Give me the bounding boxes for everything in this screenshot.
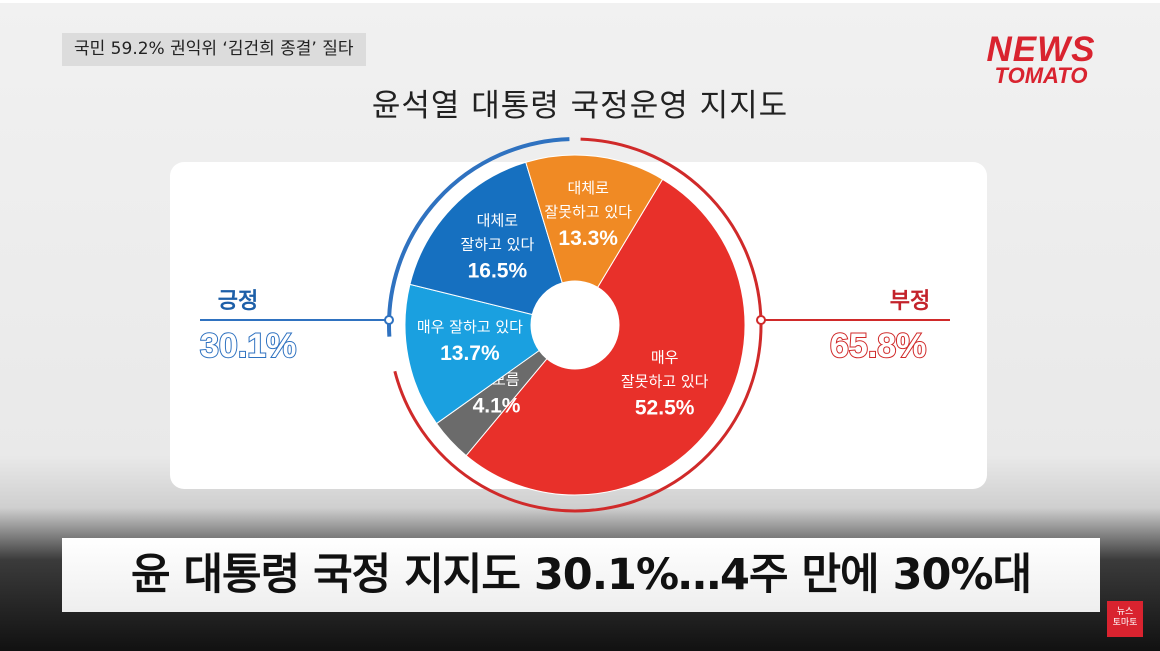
positive-value: 30.1% [199,326,297,366]
slice-value-text: 13.3% [558,227,618,250]
slice-label-text: 잘하고 있다 [460,235,534,253]
slice-label-text: 매우 [651,349,679,367]
logo-line1: NEWS [986,30,1096,69]
positive-connector-dot [384,315,394,325]
slice-value-text: 52.5% [635,397,695,420]
negative-outer-arc [393,137,763,513]
corner-logo: 뉴스 토마토 [1107,601,1143,637]
slice-value-text: 13.7% [440,342,500,365]
corner-logo-line2: 토마토 [1112,618,1138,628]
caption-banner: 윤 대통령 국정 지지도 30.1%…4주 만에 30%대 [62,538,1100,612]
slice-label-text: 잘못하고 있다 [621,373,709,391]
slice-value-text: 4.1% [473,395,521,418]
corner-logo-line1: 뉴스 [1116,607,1134,617]
donut-hole [531,281,619,369]
slice-label-text: 매우 잘하고 있다 [417,318,523,336]
negative-label: 부정 [889,288,931,313]
negative-connector-dot [756,315,766,325]
positive-outer-arc [387,137,570,337]
positive-label: 긍정 [217,288,259,313]
negative-value: 65.8% [829,326,927,366]
headline-banner: 국민 59.2% 권익위 ‘김건희 종결’ 질타 [62,33,366,66]
slice-label: 매우 잘하고 있다 13.7% [417,318,523,365]
chart-title: 윤석열 대통령 국정운영 지지도 [371,88,789,124]
news-tomato-logo: NEWS TOMATO [976,32,1106,87]
slice-label-text: 대체로 [567,179,609,197]
slice-label-text: 잘못하고 있다 [544,203,632,221]
logo-line2: TOMATO [994,63,1088,88]
slice-label-text: 대체로 [477,211,519,229]
top-border [0,0,1160,3]
slice-value-text: 16.5% [468,259,528,282]
